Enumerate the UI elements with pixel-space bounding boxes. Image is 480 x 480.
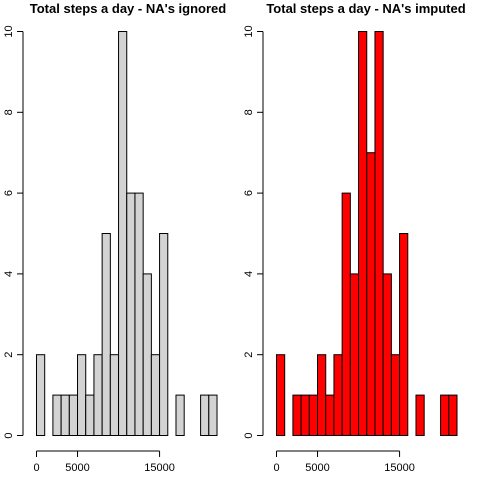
x-tick-label: 5000 xyxy=(305,462,329,474)
histogram-bar xyxy=(300,394,310,437)
histogram-bar xyxy=(374,31,384,436)
bars xyxy=(36,31,218,437)
x-axis: 0 5000 15000 xyxy=(33,450,175,474)
histogram-bar xyxy=(341,192,351,436)
y-tick-label: 6 xyxy=(3,190,15,196)
histogram-bar xyxy=(126,192,136,436)
histogram-bar xyxy=(292,394,302,437)
y-tick-label: 10 xyxy=(243,25,255,37)
y-tick-label: 6 xyxy=(243,190,255,196)
histogram-bar xyxy=(390,354,401,437)
histogram-bar xyxy=(333,354,343,437)
histogram-panel-na-imputed: Total steps a day - NA's imputed 0 5000 15… xyxy=(243,1,466,474)
histogram-bar xyxy=(382,273,392,436)
histogram-bar xyxy=(36,354,46,437)
histogram-bar xyxy=(142,273,152,436)
x-tick-label: 15000 xyxy=(144,462,175,474)
histogram-bar xyxy=(109,354,120,437)
histogram-bar xyxy=(349,273,360,436)
y-tick-label: 8 xyxy=(3,109,15,115)
histogram-bar xyxy=(68,394,79,437)
y-tick-label: 8 xyxy=(243,109,255,115)
histogram-bar xyxy=(77,354,87,437)
histogram-bar xyxy=(200,394,210,437)
histogram-bar xyxy=(440,394,450,437)
y-tick-label: 2 xyxy=(3,352,15,358)
histogram-bar xyxy=(366,152,376,436)
histogram-bar xyxy=(325,394,335,437)
y-tick-label: 4 xyxy=(243,271,255,277)
histogram-bar xyxy=(101,233,111,436)
histogram-bar xyxy=(358,31,368,436)
histogram-bar xyxy=(150,354,161,437)
histogram-bar xyxy=(208,394,218,437)
histogram-bar xyxy=(118,31,128,436)
histogram-bar xyxy=(175,394,185,437)
x-tick-label: 5000 xyxy=(65,462,89,474)
chart-title: Total steps a day - NA's ignored xyxy=(30,1,227,16)
y-axis: 0 2 4 6 8 10 xyxy=(3,25,24,439)
histogram-bar xyxy=(60,394,70,437)
histogram-bar xyxy=(93,354,103,437)
y-tick-label: 10 xyxy=(3,25,15,37)
histogram-bar xyxy=(134,192,144,436)
histogram-bar xyxy=(52,394,62,437)
histogram-bar xyxy=(308,394,319,437)
x-tick-label: 15000 xyxy=(384,462,415,474)
x-tick-label: 0 xyxy=(273,462,279,474)
histogram-bar xyxy=(159,233,169,436)
histogram-bar xyxy=(399,233,409,436)
histogram-bar xyxy=(317,354,327,437)
y-tick-label: 4 xyxy=(3,271,15,277)
histogram-bar xyxy=(85,394,95,437)
x-axis: 0 5000 15000 xyxy=(273,450,415,474)
histogram-bar xyxy=(415,394,425,437)
bars xyxy=(276,31,458,437)
histogram-panel-na-ignored: Total steps a day - NA's ignored 0 5000 15… xyxy=(3,1,226,474)
histogram-bar xyxy=(276,354,286,437)
chart-title: Total steps a day - NA's imputed xyxy=(266,1,465,16)
y-tick-label: 0 xyxy=(243,432,255,438)
y-tick-label: 2 xyxy=(243,352,255,358)
y-axis: 0 2 4 6 8 10 xyxy=(243,25,264,439)
y-tick-label: 0 xyxy=(3,432,15,438)
histogram-bar xyxy=(448,394,458,437)
x-tick-label: 0 xyxy=(33,462,39,474)
